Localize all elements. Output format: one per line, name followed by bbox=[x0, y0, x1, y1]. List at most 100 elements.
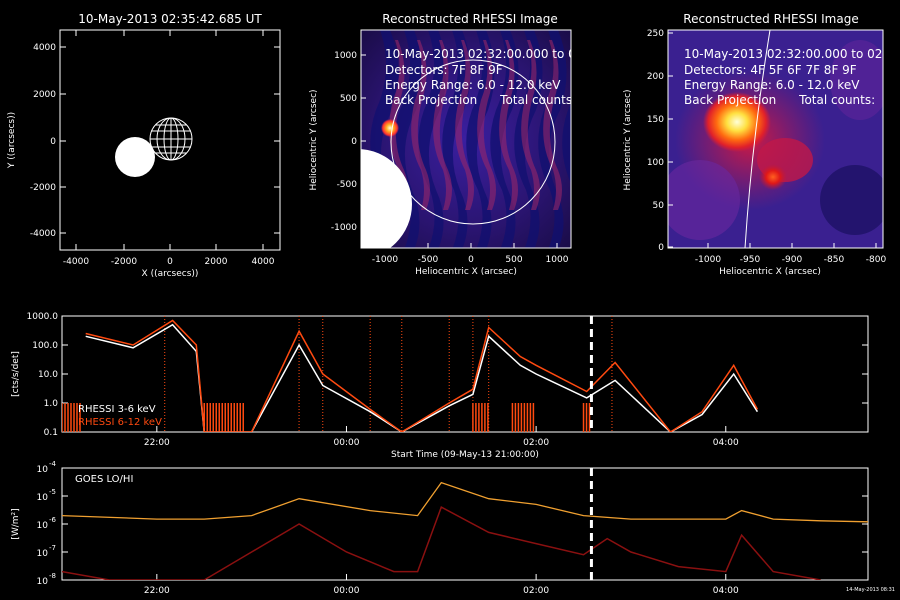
orbit-panel-title: 10-May-2013 02:35:42.685 UT bbox=[78, 12, 262, 26]
rhessi2-ytick-label: 0 bbox=[658, 243, 664, 253]
solar-limb-arc bbox=[744, 30, 771, 248]
rhessi2-title: Reconstructed RHESSI Image bbox=[683, 12, 858, 26]
rhessi1-info-method: Back Projection Total counts: 9.90E+0 bbox=[385, 93, 632, 107]
lc-ytick-label: 0.1 bbox=[44, 428, 58, 438]
orbit-ytick-label: -2000 bbox=[30, 183, 56, 193]
goes-ytick-exponent: -8 bbox=[49, 572, 56, 580]
rhessi1-ytick-label: 1000 bbox=[334, 51, 357, 61]
rhessi1-info-time: 10-May-2013 02:32:00.000 to 02:33:00 bbox=[385, 47, 622, 61]
rhessi2-image: 10-May-2013 02:32:00.000 to 02:33:00 Det… bbox=[668, 30, 900, 248]
orbit-ytick-label: 0 bbox=[50, 137, 56, 147]
orbit-xtick-label: 2000 bbox=[205, 257, 228, 267]
rhessi1-xtick-label: 0 bbox=[468, 255, 474, 265]
goes-xtick-label: 02:00 bbox=[523, 586, 549, 596]
rhessi2-xlabel: Heliocentric X (arcsec) bbox=[719, 267, 821, 277]
rhessi1-image: 10-May-2013 02:32:00.000 to 02:33:00 Det… bbox=[361, 30, 632, 248]
lightcurve-ylabel: [cts/s/det] bbox=[11, 351, 21, 397]
rhessi1-source bbox=[381, 119, 399, 137]
rhessi1-frame bbox=[360, 29, 572, 249]
goes-ytick-label: 10 bbox=[37, 577, 49, 587]
goes-xtick-label: 04:00 bbox=[713, 586, 739, 596]
goes-ytick-exponent: -6 bbox=[49, 516, 57, 524]
rhessi2-info-detectors: Detectors: 4F 5F 6F 7F 8F 9F bbox=[684, 63, 857, 77]
lc-ytick-label: 1000.0 bbox=[27, 312, 59, 322]
rhessi2-ytick-label: 150 bbox=[647, 115, 664, 125]
goes-ytick-label: 10 bbox=[37, 465, 49, 475]
rhessi2-info-method: Back Projection Total counts: bbox=[684, 93, 875, 107]
orbit-ytick-label: 2000 bbox=[33, 90, 56, 100]
legend-rhessi-3-6: RHESSI 3-6 keV bbox=[78, 404, 156, 415]
sun-globe bbox=[149, 117, 193, 161]
lightcurve-xlabel: Start Time (09-May-13 21:00:00) bbox=[391, 450, 539, 460]
lightcurve-frame bbox=[61, 315, 869, 433]
orbit-xticks: -4000 -2000 0 2000 4000 bbox=[63, 30, 275, 267]
lc-ytick-label: 1.0 bbox=[44, 399, 59, 409]
orbit-xlabel: X ((arcsecs)) bbox=[142, 269, 199, 279]
legend-rhessi-6-12: RHESSI 6-12 keV bbox=[78, 417, 162, 428]
rhessi2-info-time: 10-May-2013 02:32:00.000 to 02:33:00 bbox=[684, 47, 900, 61]
orbit-xtick-label: 0 bbox=[167, 257, 173, 267]
rhessi-6-12-kev-series bbox=[85, 319, 759, 432]
rhessi1-xticks: -1000 -500 0 500 1000 bbox=[372, 243, 569, 265]
goes-ytick-label: 10 bbox=[37, 549, 49, 559]
rhessi2-ytick-label: 100 bbox=[647, 158, 664, 168]
rhessi2-xtick-label: -900 bbox=[782, 255, 803, 265]
rhessi2-secondary-source bbox=[759, 164, 787, 190]
goes-plot: 10-410-510-610-710-8 22:00 00:00 02:00 04:0… bbox=[11, 460, 895, 596]
orbit-ytick-label: -4000 bbox=[30, 229, 56, 239]
goes-label: GOES LO/HI bbox=[75, 474, 133, 485]
rhessi2-ytick-label: 200 bbox=[647, 72, 664, 82]
rhessi2-ylabel: Heliocentric Y (arcsec) bbox=[623, 89, 633, 190]
plot-timestamp: 14-May-2013 08:31 bbox=[846, 587, 895, 593]
rhessi2-ytick-label: 250 bbox=[647, 29, 664, 39]
goes-ytick-exponent: -4 bbox=[49, 460, 57, 468]
rhessi1-info-detectors: Detectors: 7F 8F 9F bbox=[385, 63, 503, 77]
orbit-xtick-label: -4000 bbox=[63, 257, 89, 267]
rhessi1-ytick-label: 500 bbox=[340, 94, 357, 104]
rhessi1-xtick-label: 500 bbox=[505, 255, 522, 265]
goes-ylabel: [W/m²] bbox=[11, 508, 21, 539]
orbit-plot-frame bbox=[59, 29, 281, 251]
rhessi1-xtick-label: -1000 bbox=[372, 255, 398, 265]
rhessi2-yticks: 250 200 150 100 50 0 bbox=[647, 29, 673, 253]
rhessi1-ytick-label: -500 bbox=[337, 180, 358, 190]
rhessi2-xtick-label: -950 bbox=[740, 255, 761, 265]
rhessi1-occulter bbox=[361, 149, 412, 248]
lc-xtick-label: 02:00 bbox=[523, 438, 549, 448]
goes-hi-series bbox=[62, 506, 821, 580]
orbit-yticks: 4000 2000 0 -2000 -4000 bbox=[30, 43, 280, 239]
rhessi1-yticks: 1000 500 0 -500 -1000 bbox=[331, 51, 366, 233]
rhessi2-info-energy: Energy Range: 6.0 - 12.0 keV bbox=[684, 78, 860, 92]
lightcurve-plot: 1000.0 100.0 10.0 1.0 0.1 22:00 00:00 02:00 04:… bbox=[11, 312, 869, 460]
rhessi1-xtick-label: -500 bbox=[418, 255, 439, 265]
rhessi2-frame bbox=[667, 29, 884, 249]
orbit-xtick-label: -2000 bbox=[111, 257, 137, 267]
rhessi2-xtick-label: -800 bbox=[866, 255, 887, 265]
rhessi-3-6-kev-series bbox=[85, 323, 759, 432]
goes-xtick-label: 22:00 bbox=[144, 586, 170, 596]
rhessi2-xticks: -1000 -950 -900 -850 -800 bbox=[695, 243, 887, 265]
lc-xtick-label: 22:00 bbox=[144, 438, 170, 448]
goes-lo-series bbox=[62, 481, 868, 523]
rhessi1-ytick-label: 0 bbox=[351, 137, 357, 147]
goes-frame bbox=[61, 467, 869, 581]
goes-ytick-label: 10 bbox=[37, 493, 49, 503]
orbit-xtick-label: 4000 bbox=[252, 257, 275, 267]
goes-xtick-label: 00:00 bbox=[334, 586, 360, 596]
rhessi2-main-source bbox=[703, 92, 771, 152]
rhessi1-info-energy: Energy Range: 6.0 - 12.0 keV bbox=[385, 78, 561, 92]
rhessi1-xtick-label: 1000 bbox=[546, 255, 569, 265]
rhessi2-xtick-label: -1000 bbox=[695, 255, 721, 265]
occulting-disk bbox=[115, 137, 155, 177]
solar-limb-circle bbox=[390, 59, 556, 225]
rhessi2-xtick-label: -850 bbox=[824, 255, 845, 265]
goes-ytick-label: 10 bbox=[37, 521, 49, 531]
goes-ytick-exponent: -7 bbox=[49, 544, 56, 552]
rhessi1-ytick-label: -1000 bbox=[331, 223, 357, 233]
goes-ytick-exponent: -5 bbox=[49, 488, 56, 496]
lc-ytick-label: 10.0 bbox=[38, 370, 58, 380]
rhessi1-ylabel: Heliocentric Y (arcsec) bbox=[309, 89, 319, 190]
rhessi2-ytick-label: 50 bbox=[653, 201, 665, 211]
orbit-ylabel: Y ((arcsecs)) bbox=[7, 112, 17, 169]
